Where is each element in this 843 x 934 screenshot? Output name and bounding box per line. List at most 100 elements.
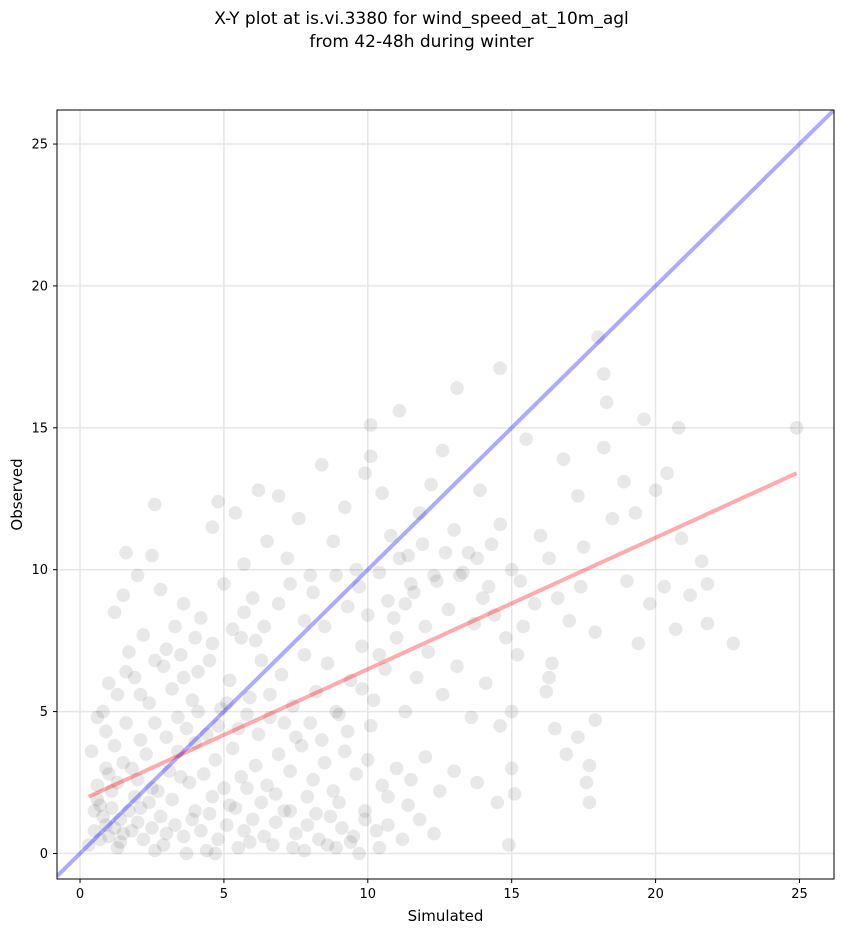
data-point xyxy=(314,457,329,472)
data-point xyxy=(599,395,614,410)
data-point xyxy=(533,528,548,543)
chart-title-line2: from 42-48h during winter xyxy=(309,32,534,52)
data-point xyxy=(470,551,484,566)
data-point xyxy=(461,545,476,560)
data-point xyxy=(102,676,116,691)
data-point xyxy=(116,588,130,603)
data-point xyxy=(283,577,297,591)
data-point xyxy=(99,761,113,776)
data-point xyxy=(162,764,177,778)
data-point xyxy=(455,565,470,580)
x-tick-label: 20 xyxy=(647,887,664,902)
data-point xyxy=(493,361,507,376)
data-point xyxy=(361,608,375,622)
data-point xyxy=(487,608,502,622)
data-point xyxy=(309,684,323,699)
data-point xyxy=(502,838,516,852)
data-point xyxy=(171,744,185,759)
data-point xyxy=(493,517,507,532)
data-point xyxy=(478,676,493,691)
data-point xyxy=(119,665,133,679)
data-point xyxy=(205,789,220,804)
data-point xyxy=(237,557,251,571)
data-point xyxy=(266,838,280,852)
data-point xyxy=(104,801,119,815)
data-point xyxy=(113,835,128,849)
data-point xyxy=(168,818,182,832)
data-point xyxy=(297,843,312,858)
data-point xyxy=(358,804,372,818)
data-point xyxy=(386,611,401,625)
data-point xyxy=(542,670,556,685)
data-point xyxy=(145,781,159,795)
data-point xyxy=(789,421,804,435)
data-point xyxy=(361,753,375,767)
data-point xyxy=(424,477,438,492)
data-point xyxy=(191,704,205,719)
data-point xyxy=(637,412,651,427)
data-point xyxy=(84,744,99,759)
data-point xyxy=(332,707,346,722)
data-point xyxy=(153,809,168,824)
data-point xyxy=(335,821,349,835)
data-point xyxy=(582,758,597,773)
data-point xyxy=(573,579,588,594)
data-point xyxy=(199,727,214,742)
data-point xyxy=(504,562,519,577)
data-point xyxy=(81,838,96,852)
data-point xyxy=(407,585,421,600)
data-point xyxy=(596,440,611,455)
data-point xyxy=(248,758,263,773)
data-point xyxy=(107,821,122,835)
data-point xyxy=(268,815,283,830)
data-point xyxy=(484,537,499,551)
data-point xyxy=(102,829,116,844)
data-point xyxy=(363,418,378,432)
data-point xyxy=(674,531,689,546)
one-to-one-line xyxy=(57,110,834,878)
data-point xyxy=(280,551,295,566)
data-point xyxy=(148,653,162,668)
data-point xyxy=(90,778,105,793)
data-point xyxy=(254,795,269,810)
data-point xyxy=(96,809,110,824)
data-point xyxy=(337,744,352,759)
y-tick-label: 5 xyxy=(40,705,48,720)
data-point xyxy=(435,687,450,702)
x-axis-label: Simulated xyxy=(408,907,484,925)
data-point xyxy=(668,622,683,637)
data-point xyxy=(355,639,369,654)
data-point xyxy=(286,840,300,855)
data-point xyxy=(579,775,594,790)
data-point xyxy=(418,750,433,764)
data-point xyxy=(194,611,208,625)
data-point xyxy=(202,653,217,668)
data-point xyxy=(447,764,461,778)
data-point xyxy=(205,520,220,534)
data-point xyxy=(208,753,223,767)
data-point xyxy=(217,781,231,795)
data-point xyxy=(395,832,410,847)
data-point xyxy=(700,616,715,631)
data-point xyxy=(588,713,602,727)
data-point xyxy=(110,840,125,855)
data-point xyxy=(358,812,372,827)
data-point xyxy=(300,818,315,832)
data-point xyxy=(171,710,185,725)
data-point xyxy=(329,704,343,719)
data-point xyxy=(303,568,318,583)
data-point xyxy=(499,631,513,645)
data-point xyxy=(427,826,441,841)
data-point xyxy=(179,721,194,736)
data-point xyxy=(435,443,450,458)
data-point xyxy=(185,693,200,708)
data-point xyxy=(660,466,674,481)
data-point xyxy=(173,770,188,784)
data-point xyxy=(314,733,329,747)
data-point xyxy=(107,738,122,753)
data-point xyxy=(464,710,479,725)
data-point xyxy=(165,792,179,807)
y-tick-label: 10 xyxy=(31,563,48,578)
data-point xyxy=(173,648,188,662)
